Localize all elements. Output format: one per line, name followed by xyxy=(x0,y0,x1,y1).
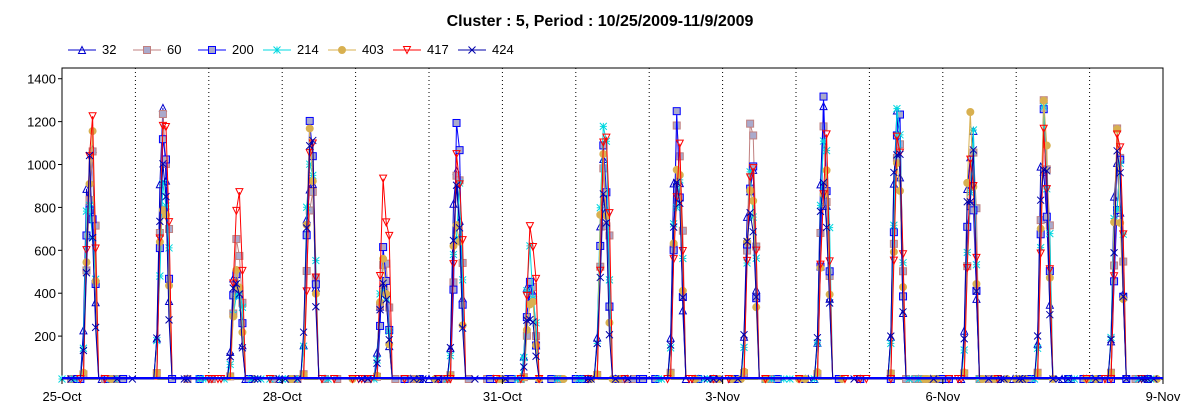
data-point xyxy=(676,171,683,178)
data-point xyxy=(1037,225,1044,232)
y-tick-label: 1000 xyxy=(27,158,56,173)
data-point xyxy=(529,298,536,305)
data-point xyxy=(303,204,310,211)
legend-label: 214 xyxy=(297,42,319,57)
data-point xyxy=(820,123,827,130)
data-point xyxy=(233,236,240,243)
data-point xyxy=(896,187,903,194)
data-point xyxy=(86,180,93,187)
legend-item: 200 xyxy=(198,42,254,57)
legend-item: 60 xyxy=(133,42,181,57)
x-tick-label: 25-Oct xyxy=(42,389,81,404)
data-point xyxy=(459,301,466,308)
legend-item: 424 xyxy=(458,42,514,57)
data-point xyxy=(309,178,316,185)
line-chart: Cluster : 5, Period : 10/25/2009-11/9/20… xyxy=(0,0,1200,420)
data-point xyxy=(300,343,307,350)
data-point xyxy=(162,156,169,163)
y-tick-label: 1200 xyxy=(27,115,56,130)
legend-label: 32 xyxy=(102,42,116,57)
legend-label: 403 xyxy=(362,42,384,57)
data-point xyxy=(230,313,237,320)
data-point xyxy=(600,123,607,130)
data-point xyxy=(820,93,827,100)
data-point xyxy=(459,276,466,283)
y-tick-label: 1400 xyxy=(27,72,56,87)
data-point xyxy=(1114,126,1121,133)
data-point xyxy=(1046,230,1053,237)
legend-marker xyxy=(339,47,346,54)
data-point xyxy=(606,276,613,283)
legend-marker xyxy=(274,47,281,54)
legend-marker xyxy=(209,47,216,54)
data-point xyxy=(450,286,457,293)
data-point xyxy=(750,132,757,139)
y-tick-label: 600 xyxy=(34,243,56,258)
data-point xyxy=(156,272,163,279)
data-point xyxy=(750,197,757,204)
data-point xyxy=(967,109,974,116)
data-point xyxy=(377,322,384,329)
x-tick-label: 31-Oct xyxy=(483,389,522,404)
x-tick-label: 3-Nov xyxy=(705,389,740,404)
legend-item: 214 xyxy=(263,42,319,57)
chart-title: Cluster : 5, Period : 10/25/2009-11/9/20… xyxy=(447,13,754,30)
data-point xyxy=(1040,97,1047,104)
y-tick-label: 400 xyxy=(34,286,56,301)
data-point xyxy=(159,111,166,118)
legend-item: 403 xyxy=(328,42,384,57)
legend-item: 417 xyxy=(393,42,449,57)
data-point xyxy=(383,290,390,297)
legend-label: 417 xyxy=(427,42,449,57)
data-point xyxy=(239,329,246,336)
data-point xyxy=(306,117,313,124)
data-point xyxy=(893,160,900,167)
data-point xyxy=(893,105,900,112)
legend: 32 60 200 214 403 417 424 xyxy=(68,42,514,57)
data-point xyxy=(747,120,754,127)
legend-marker xyxy=(144,47,151,54)
data-point xyxy=(306,125,313,132)
data-point xyxy=(597,242,604,249)
data-point xyxy=(377,299,384,306)
data-point xyxy=(453,119,460,126)
legend-label: 424 xyxy=(492,42,514,57)
y-axis: 200 400 600 800 1000 1200 1400 xyxy=(27,72,62,344)
legend-label: 60 xyxy=(167,42,181,57)
legend-label: 200 xyxy=(232,42,254,57)
x-tick-label: 28-Oct xyxy=(263,389,302,404)
x-tick-label: 9-Nov xyxy=(1146,389,1181,404)
data-point xyxy=(741,344,748,351)
data-point xyxy=(673,108,680,115)
y-tick-label: 200 xyxy=(34,329,56,344)
data-point xyxy=(600,165,607,172)
data-point xyxy=(890,222,897,229)
legend-item: 32 xyxy=(68,42,116,57)
x-tick-label: 6-Nov xyxy=(925,389,960,404)
data-point xyxy=(166,282,173,289)
data-point xyxy=(970,207,977,214)
data-point xyxy=(92,278,99,285)
y-tick-label: 800 xyxy=(34,200,56,215)
